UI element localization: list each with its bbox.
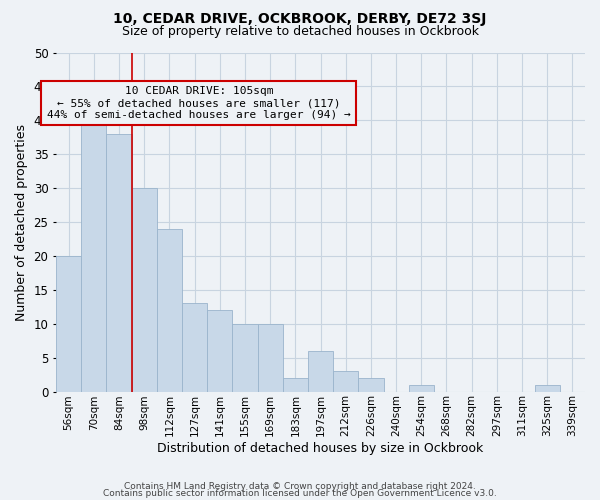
Bar [207,310,232,392]
Bar [358,378,383,392]
Text: Size of property relative to detached houses in Ockbrook: Size of property relative to detached ho… [121,25,479,38]
Bar [308,351,333,392]
Y-axis label: Number of detached properties: Number of detached properties [15,124,28,320]
Bar [182,304,207,392]
Text: Contains public sector information licensed under the Open Government Licence v3: Contains public sector information licen… [103,489,497,498]
Bar [81,106,106,392]
Bar [157,229,182,392]
Text: Contains HM Land Registry data © Crown copyright and database right 2024.: Contains HM Land Registry data © Crown c… [124,482,476,491]
Text: 10 CEDAR DRIVE: 105sqm
← 55% of detached houses are smaller (117)
44% of semi-de: 10 CEDAR DRIVE: 105sqm ← 55% of detached… [47,86,351,120]
Bar [535,385,560,392]
Bar [232,324,257,392]
Text: 10, CEDAR DRIVE, OCKBROOK, DERBY, DE72 3SJ: 10, CEDAR DRIVE, OCKBROOK, DERBY, DE72 3… [113,12,487,26]
Bar [131,188,157,392]
Bar [257,324,283,392]
Bar [56,256,81,392]
Bar [409,385,434,392]
Bar [106,134,131,392]
X-axis label: Distribution of detached houses by size in Ockbrook: Distribution of detached houses by size … [157,442,484,455]
Bar [283,378,308,392]
Bar [333,371,358,392]
